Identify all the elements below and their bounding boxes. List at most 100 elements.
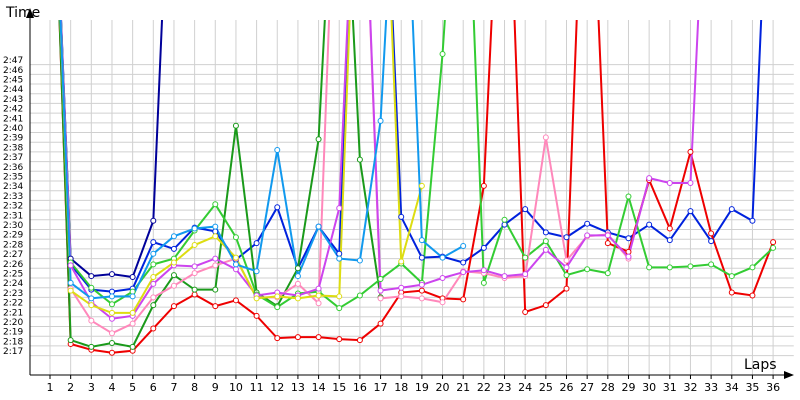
point <box>418 182 425 189</box>
point <box>294 334 301 341</box>
point <box>150 261 157 268</box>
series-line <box>58 20 775 354</box>
point <box>191 263 198 270</box>
point <box>315 223 322 230</box>
point <box>439 254 446 261</box>
point <box>418 281 425 288</box>
point <box>108 309 115 316</box>
point <box>666 225 673 232</box>
x-tick-label: 31 <box>663 381 677 394</box>
y-tick-label: 2:41 <box>3 114 23 124</box>
point <box>563 272 570 279</box>
series-line <box>59 20 774 310</box>
point <box>108 288 115 295</box>
point <box>770 244 777 251</box>
point <box>67 279 74 286</box>
point <box>108 339 115 346</box>
x-tick-label: 6 <box>150 381 157 394</box>
point <box>274 335 281 342</box>
point <box>501 273 508 280</box>
y-tick-label: 2:22 <box>3 299 23 309</box>
x-tick-label: 15 <box>332 381 346 394</box>
point <box>150 217 157 224</box>
point <box>253 240 260 247</box>
y-tick-label: 2:47 <box>3 56 23 66</box>
y-tick-label: 2:28 <box>3 240 23 250</box>
x-tick-label: 29 <box>621 381 635 394</box>
point <box>625 193 632 200</box>
point <box>88 295 95 302</box>
point <box>191 291 198 298</box>
point <box>687 148 694 155</box>
point <box>687 179 694 186</box>
x-tick-label: 4 <box>108 381 115 394</box>
point <box>377 275 384 282</box>
point <box>377 295 384 302</box>
point <box>232 254 239 261</box>
y-tick-label: 2:38 <box>3 143 23 153</box>
x-tick-label: 24 <box>518 381 532 394</box>
x-tick-label: 9 <box>212 381 219 394</box>
point <box>542 238 549 245</box>
y-tick-label: 2:39 <box>3 134 23 144</box>
point <box>625 248 632 255</box>
point <box>336 205 343 212</box>
x-tick-label: 27 <box>580 381 594 394</box>
point <box>377 117 384 124</box>
point <box>687 263 694 270</box>
point <box>542 134 549 141</box>
point <box>150 294 157 301</box>
point <box>315 334 322 341</box>
point <box>666 264 673 271</box>
point <box>522 271 529 278</box>
point <box>770 239 777 246</box>
point <box>212 228 219 235</box>
point <box>129 274 136 281</box>
point <box>501 221 508 228</box>
point <box>542 246 549 253</box>
y-tick-label: 2:34 <box>3 182 23 192</box>
y-tick-label: 2:36 <box>3 163 23 173</box>
point <box>646 264 653 271</box>
point <box>749 217 756 224</box>
plot-area <box>58 20 777 356</box>
point <box>460 296 467 303</box>
point <box>129 309 136 316</box>
x-tick-label: 20 <box>436 381 450 394</box>
point <box>480 267 487 274</box>
point <box>129 293 136 300</box>
point <box>315 285 322 292</box>
point <box>150 239 157 246</box>
x-tick-label: 19 <box>415 381 429 394</box>
y-tick-label: 2:40 <box>3 124 23 134</box>
x-tick-label: 12 <box>270 381 284 394</box>
point <box>418 295 425 302</box>
x-tick-label: 26 <box>560 381 574 394</box>
point <box>212 233 219 240</box>
x-tick-label: 32 <box>683 381 697 394</box>
series-line <box>59 20 630 335</box>
y-tick-label: 2:25 <box>3 270 23 280</box>
point <box>418 254 425 261</box>
point <box>108 293 115 300</box>
x-tick-label: 25 <box>539 381 553 394</box>
point <box>542 302 549 309</box>
point <box>253 312 260 319</box>
point <box>336 255 343 262</box>
x-tick-label: 34 <box>725 381 739 394</box>
point <box>604 270 611 277</box>
point <box>460 269 467 276</box>
point <box>108 271 115 278</box>
y-tick-label: 2:21 <box>3 308 23 318</box>
point <box>398 258 405 265</box>
point <box>708 261 715 268</box>
point <box>108 349 115 356</box>
point <box>232 266 239 273</box>
point <box>749 292 756 299</box>
x-tick-label: 23 <box>498 381 512 394</box>
point <box>398 293 405 300</box>
point <box>232 297 239 304</box>
point <box>253 295 260 302</box>
y-tick-label: 2:43 <box>3 95 23 105</box>
